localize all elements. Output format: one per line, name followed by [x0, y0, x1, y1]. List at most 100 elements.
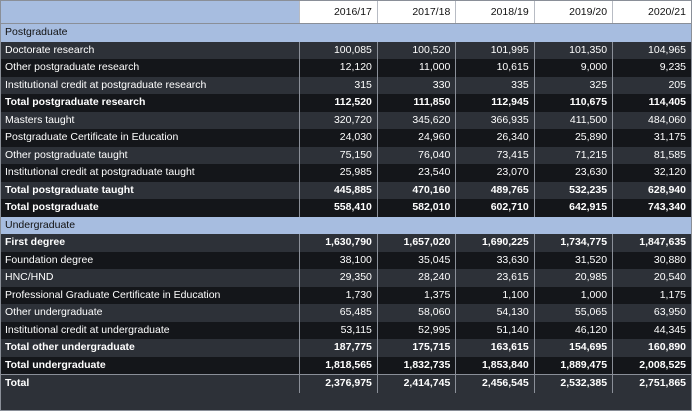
value-cell: 33,630 — [455, 251, 535, 269]
value-cell: 1,832,735 — [376, 356, 456, 375]
value-cell: 366,935 — [455, 111, 535, 129]
row-label: Total postgraduate research — [1, 94, 300, 112]
value-cell: 325 — [533, 76, 613, 94]
value-cell: 1,853,840 — [455, 356, 535, 375]
table-row: HNC/HND 29,350 28,240 23,615 20,985 20,540 — [1, 269, 691, 287]
value-cell: 23,630 — [533, 164, 613, 182]
value-cell: 24,960 — [376, 129, 456, 147]
value-cell: 205 — [612, 76, 691, 94]
value-cell: 1,889,475 — [533, 356, 613, 375]
row-label: Institutional credit at postgraduate res… — [1, 76, 300, 94]
value-cell: 55,065 — [533, 304, 613, 322]
value-cell: 29,350 — [298, 269, 378, 287]
value-cell: 25,890 — [533, 129, 613, 147]
table-row: Other undergraduate 65,485 58,060 54,130 55,… — [1, 304, 691, 322]
table-row: Doctorate research 100,085 100,520 101,995 1… — [1, 41, 691, 59]
value-cell: 154,695 — [533, 339, 613, 357]
value-cell: 100,085 — [298, 41, 378, 59]
value-cell: 470,160 — [376, 181, 456, 199]
table-row: Institutional credit at postgraduate res… — [1, 76, 691, 94]
value-cell: 104,965 — [612, 41, 691, 59]
row-label: Masters taught — [1, 111, 300, 129]
value-cell: 1,690,225 — [455, 234, 535, 252]
total-row: Total postgraduate 558,410 582,010 602,710 6… — [1, 199, 691, 217]
value-cell: 25,985 — [298, 164, 378, 182]
value-cell: 2,414,745 — [376, 374, 456, 393]
year-header: 2016/17 — [298, 1, 378, 24]
row-label: Professional Graduate Certificate in Edu… — [1, 286, 300, 304]
value-cell: 187,775 — [298, 339, 378, 357]
value-cell: 2,456,545 — [455, 374, 535, 393]
value-cell: 30,880 — [612, 251, 691, 269]
value-cell: 100,520 — [376, 41, 456, 59]
value-cell: 532,235 — [533, 181, 613, 199]
value-cell: 2,376,975 — [298, 374, 378, 393]
enrolment-table: 2016/17 2017/18 2018/19 2019/20 2020/21 … — [1, 1, 691, 393]
value-cell: 602,710 — [455, 199, 535, 217]
value-cell: 10,615 — [455, 59, 535, 77]
value-cell: 111,850 — [376, 94, 456, 112]
value-cell: 31,520 — [533, 251, 613, 269]
value-cell: 411,500 — [533, 111, 613, 129]
value-cell: 1,100 — [455, 286, 535, 304]
row-label: First degree — [1, 234, 300, 252]
row-label: Doctorate research — [1, 41, 300, 59]
row-label: Postgraduate Certificate in Education — [1, 129, 300, 147]
value-cell: 76,040 — [376, 146, 456, 164]
row-label: Other postgraduate taught — [1, 146, 300, 164]
value-cell: 20,540 — [612, 269, 691, 287]
value-cell: 1,375 — [376, 286, 456, 304]
value-cell: 163,615 — [455, 339, 535, 357]
section-label: Postgraduate — [1, 23, 691, 42]
year-header: 2018/19 — [455, 1, 535, 24]
value-cell: 114,405 — [612, 94, 691, 112]
value-cell: 65,485 — [298, 304, 378, 322]
row-label: Other postgraduate research — [1, 59, 300, 77]
row-label: Other undergraduate — [1, 304, 300, 322]
value-cell: 112,520 — [298, 94, 378, 112]
value-cell: 28,240 — [376, 269, 456, 287]
value-cell: 628,940 — [612, 181, 691, 199]
header-corner — [1, 1, 300, 24]
row-label: Total postgraduate — [1, 199, 300, 217]
value-cell: 1,734,775 — [533, 234, 613, 252]
section-header-row: Undergraduate — [1, 216, 691, 234]
row-label: Total undergraduate — [1, 356, 300, 375]
row-label: Foundation degree — [1, 251, 300, 269]
value-cell: 1,730 — [298, 286, 378, 304]
year-header: 2020/21 — [612, 1, 691, 24]
header-row: 2016/17 2017/18 2018/19 2019/20 2020/21 — [1, 1, 691, 24]
value-cell: 26,340 — [455, 129, 535, 147]
table-row: Other postgraduate taught 75,150 76,040 73,… — [1, 146, 691, 164]
value-cell: 1,657,020 — [376, 234, 456, 252]
value-cell: 24,030 — [298, 129, 378, 147]
value-cell: 1,847,635 — [612, 234, 691, 252]
value-cell: 320,720 — [298, 111, 378, 129]
value-cell: 1,175 — [612, 286, 691, 304]
value-cell: 52,995 — [376, 321, 456, 339]
row-label: Total — [1, 374, 300, 393]
value-cell: 31,175 — [612, 129, 691, 147]
value-cell: 9,000 — [533, 59, 613, 77]
value-cell: 23,540 — [376, 164, 456, 182]
value-cell: 489,765 — [455, 181, 535, 199]
total-row: Total 2,376,975 2,414,745 2,456,545 2,532,38… — [1, 374, 691, 393]
value-cell: 484,060 — [612, 111, 691, 129]
row-label: Institutional credit at undergraduate — [1, 321, 300, 339]
table-row: Masters taught 320,720 345,620 366,935 411,5… — [1, 111, 691, 129]
value-cell: 53,115 — [298, 321, 378, 339]
section-header-row: Postgraduate — [1, 23, 691, 42]
table-row: Other postgraduate research 12,120 11,000 1… — [1, 59, 691, 77]
value-cell: 1,000 — [533, 286, 613, 304]
value-cell: 20,985 — [533, 269, 613, 287]
value-cell: 445,885 — [298, 181, 378, 199]
value-cell: 2,532,385 — [533, 374, 613, 393]
value-cell: 330 — [376, 76, 456, 94]
value-cell: 642,915 — [533, 199, 613, 217]
value-cell: 44,345 — [612, 321, 691, 339]
total-row: Total undergraduate 1,818,565 1,832,735 1,8… — [1, 356, 691, 375]
value-cell: 101,995 — [455, 41, 535, 59]
row-label: Total postgraduate taught — [1, 181, 300, 199]
total-row: Total postgraduate taught 445,885 470,160 4… — [1, 181, 691, 199]
value-cell: 73,415 — [455, 146, 535, 164]
